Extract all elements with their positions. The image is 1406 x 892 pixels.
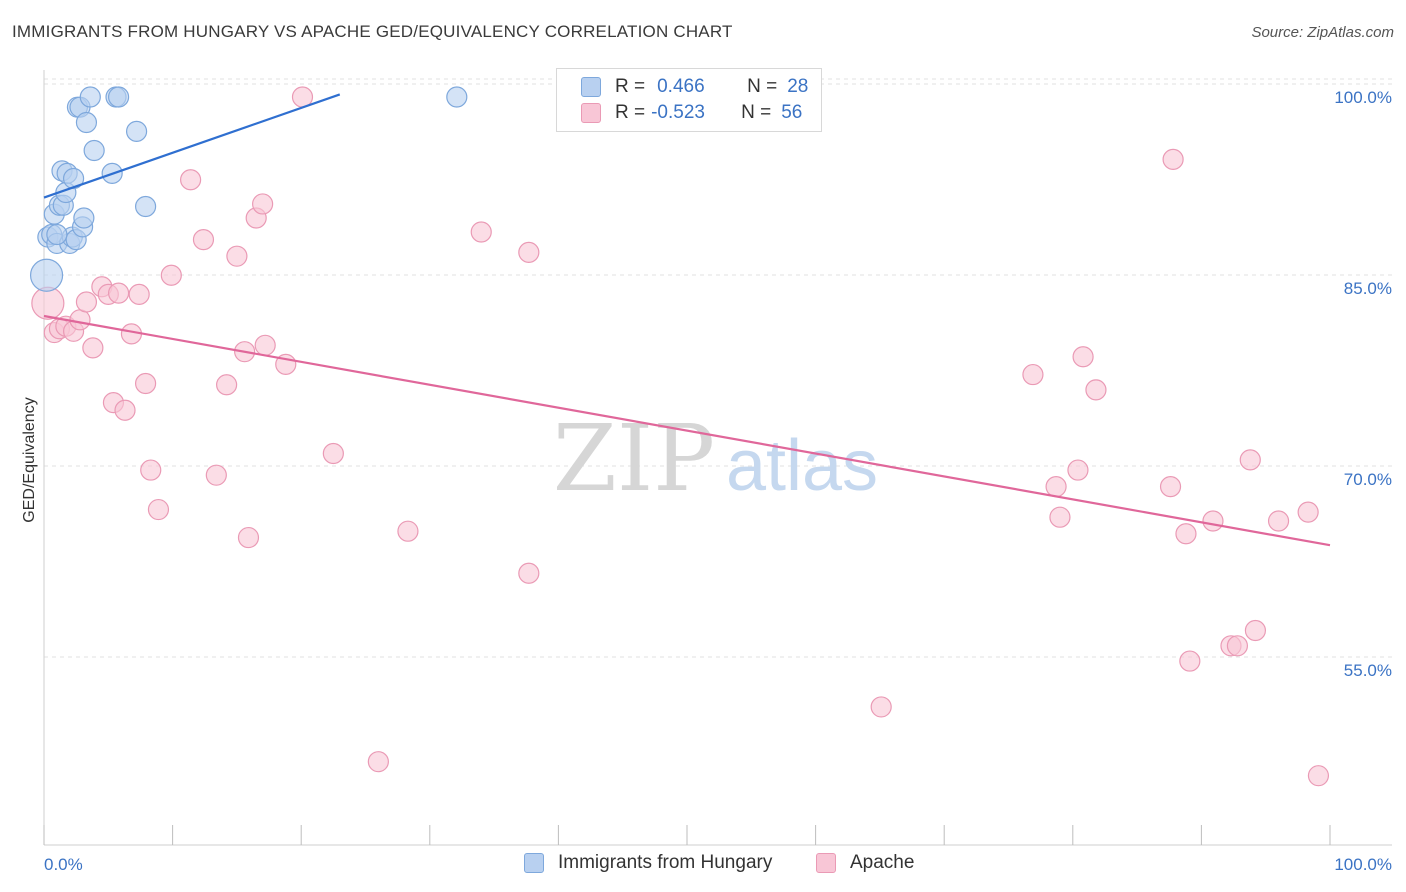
axes: [43, 70, 1392, 846]
apache-point: [254, 334, 276, 356]
apache-point: [160, 264, 182, 286]
x-tick-label: 0.0%: [44, 855, 83, 874]
y-tick-label: 100.0%: [1334, 88, 1392, 107]
apache-point: [216, 374, 238, 396]
y-tick-label: 55.0%: [1344, 661, 1392, 680]
watermark-zip: ZIP: [553, 405, 715, 512]
apache-point: [192, 229, 215, 251]
apache-point: [1022, 363, 1044, 386]
legend-item-hungary[interactable]: Immigrants from Hungary: [524, 852, 772, 874]
apache-point: [1307, 765, 1330, 787]
apache-point: [1085, 379, 1107, 401]
r-label: R =: [615, 76, 646, 97]
apache-point: [31, 286, 65, 320]
hungary-trend-line: [43, 93, 341, 199]
n-value: 56: [781, 102, 803, 123]
chart-title: IMMIGRANTS FROM HUNGARY VS APACHE GED/EQ…: [12, 22, 733, 41]
hungary-point: [75, 111, 98, 134]
hungary-point: [125, 120, 148, 142]
apache-point: [237, 526, 260, 549]
n-value: 28: [787, 76, 809, 97]
apache-point: [128, 283, 150, 305]
apache-trend-line: [43, 314, 1331, 547]
grid-lines: [44, 78, 1392, 658]
apache-point: [1239, 449, 1261, 471]
apache-point: [1072, 346, 1094, 368]
stats-legend: R = 0.466 N = 28 R = -0.523 N = 56: [556, 68, 822, 132]
hungary-point: [446, 86, 468, 108]
series-legend: Immigrants from Hungary Apache: [0, 852, 1406, 878]
legend-row-apache: R = -0.523 N = 56: [581, 101, 802, 125]
apache-point: [1297, 501, 1319, 523]
apache-point: [1045, 476, 1067, 498]
apache-point: [1175, 523, 1197, 545]
data-points: [29, 86, 1330, 787]
r-label: R =: [615, 102, 646, 123]
apache-point: [367, 751, 389, 773]
legend-row-hungary: R = 0.466 N = 28: [581, 75, 808, 99]
apache-point: [107, 282, 130, 304]
apache-point: [1226, 635, 1249, 657]
apache-point: [1202, 510, 1224, 532]
apache-point: [1067, 459, 1089, 481]
hungary-point: [83, 139, 105, 162]
apache-point: [134, 372, 157, 395]
source-label: Source: ZipAtlas.com: [1251, 24, 1394, 41]
hungary-legend-swatch: [524, 853, 544, 873]
hungary-point: [79, 86, 101, 108]
r-value: -0.523: [651, 102, 705, 123]
legend-item-apache[interactable]: Apache: [816, 852, 914, 874]
tick-labels: 55.0% 70.0% 85.0% 100.0% 0.0% 100.0%: [44, 88, 1392, 874]
apache-swatch: [581, 103, 601, 123]
y-tick-label: 85.0%: [1344, 279, 1392, 298]
apache-point: [470, 221, 492, 243]
trend-lines: [43, 93, 1331, 547]
hungary-point: [29, 258, 64, 292]
hungary-point: [46, 223, 68, 246]
y-axis-label: GED/Equivalency: [21, 397, 38, 523]
hungary-point: [73, 207, 95, 229]
apache-point: [226, 245, 248, 267]
apache-point: [205, 464, 227, 486]
apache-point: [1244, 619, 1267, 642]
watermark: ZIP atlas: [553, 405, 878, 512]
apache-point: [82, 337, 104, 359]
apache-point: [1159, 476, 1182, 498]
apache-point: [69, 309, 91, 331]
apache-point: [180, 169, 202, 191]
apache-point: [75, 291, 98, 313]
apache-point: [1179, 650, 1201, 672]
apache-point: [252, 193, 274, 215]
legend-label-hungary: Immigrants from Hungary: [558, 852, 773, 873]
apache-point: [397, 520, 419, 542]
apache-point: [1049, 506, 1071, 528]
n-label: N =: [741, 102, 772, 123]
hungary-point: [107, 86, 130, 108]
y-tick-label: 70.0%: [1344, 470, 1392, 489]
x-tick-label: 100.0%: [1334, 855, 1392, 874]
apache-point: [1162, 148, 1184, 170]
hungary-point: [62, 167, 85, 190]
apache-point: [870, 696, 892, 718]
apache-point: [518, 241, 540, 263]
watermark-atlas: atlas: [726, 426, 878, 506]
apache-point: [114, 399, 136, 421]
apache-point: [140, 459, 162, 481]
n-label: N =: [747, 76, 778, 97]
apache-point: [518, 562, 540, 584]
apache-point: [147, 498, 170, 521]
hungary-point: [134, 195, 157, 218]
legend-label-apache: Apache: [850, 852, 915, 873]
apache-point: [322, 442, 344, 465]
hungary-swatch: [581, 77, 601, 97]
apache-legend-swatch: [816, 853, 836, 873]
r-value: 0.466: [657, 76, 705, 97]
apache-point: [1267, 510, 1290, 532]
